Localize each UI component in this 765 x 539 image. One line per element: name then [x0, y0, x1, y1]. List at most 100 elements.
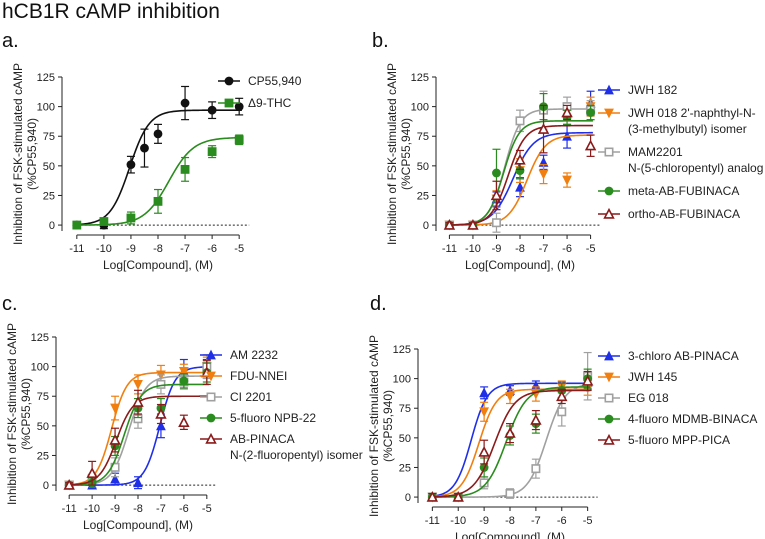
legend-item: meta-AB-FUBINACA: [598, 184, 739, 198]
data-point: [156, 420, 166, 431]
y-axis-title-units: (%CP55,940): [19, 378, 33, 450]
legend-item: ortho-AB-FUBINACA: [598, 207, 740, 221]
legend-marker: [206, 413, 216, 423]
data-point: [537, 123, 550, 134]
legend-label: JWH 182: [628, 83, 678, 97]
x-tick-label: -7: [156, 503, 166, 515]
y-axis-title: Inhibition of FSK-stimulated cAMP: [5, 323, 19, 505]
x-tick-label: -7: [180, 243, 190, 255]
legend-label: 4-fluoro MDMB-BINACA: [628, 412, 757, 426]
x-tick-label: -5: [583, 515, 593, 527]
data-point: [126, 213, 136, 223]
x-tick-label: -7: [539, 243, 549, 255]
legend-item: JWH 018 2'-naphthyl-N- (3-methylbutyl) is…: [598, 106, 756, 136]
legend-item: CP55,940: [218, 74, 302, 88]
y-tick-label: 50: [417, 161, 429, 173]
legend-label: ortho-AB-FUBINACA: [628, 207, 740, 221]
data-point: [153, 129, 163, 139]
legend-item: CI 2201: [200, 390, 272, 404]
x-tick-label: -10: [450, 515, 466, 527]
series-5-fluoro-mpp-pica: [426, 370, 594, 502]
data-point: [452, 490, 464, 502]
data-point: [515, 166, 525, 175]
x-axis-title: Log[Compound], (M): [465, 258, 575, 272]
legend-item: Δ9-THC: [218, 96, 292, 110]
x-tick-label: -10: [96, 243, 112, 255]
x-tick-label: -11: [442, 243, 457, 255]
data-point: [538, 169, 549, 180]
y-tick-label: 0: [43, 480, 49, 492]
y-tick-label: 25: [417, 190, 429, 202]
data-point: [133, 477, 143, 488]
legend-marker: [224, 98, 234, 108]
y-tick-label: 125: [37, 72, 55, 84]
legend-marker: [604, 350, 614, 361]
legend-marker: [206, 392, 216, 402]
x-tick-label: -10: [465, 243, 481, 255]
data-point: [180, 98, 190, 108]
y-axis-title-units: (%CP55,940): [399, 118, 413, 190]
data-point: [479, 407, 490, 418]
x-tick-label: -8: [133, 503, 143, 515]
y-tick-label: 125: [393, 344, 411, 356]
legend-marker: [604, 414, 614, 424]
x-tick-label: -7: [531, 515, 541, 527]
y-tick-label: 100: [31, 362, 49, 374]
data-point: [504, 426, 516, 438]
data-point: [86, 467, 98, 478]
data-point: [179, 376, 189, 386]
y-axis-title: Inhibition of FSK-stimulated cAMP: [11, 63, 25, 245]
data-point: [505, 391, 515, 402]
x-axis-title: Log[Compound], (M): [103, 258, 213, 272]
data-point: [561, 106, 573, 118]
y-tick-label: 50: [399, 433, 411, 445]
legend-item: JWH 182: [598, 83, 678, 97]
legend-label: AB-PINACA: [230, 432, 295, 446]
y-tick-label: 125: [411, 72, 429, 84]
y-tick-label: 75: [43, 131, 55, 143]
legend-label: EG 018: [628, 391, 669, 405]
y-axis-title: Inhibition of FSK-stimulated cAMP: [367, 335, 381, 517]
data-point: [178, 366, 189, 377]
legend-label: CP55,940: [248, 74, 302, 88]
data-point: [133, 379, 143, 390]
data-point: [584, 139, 597, 151]
chart-panel-a: a. 0 25 50 75 100 125 -11 -10 -9 -8 -7 -6 -5 Log[Compo…: [2, 30, 302, 272]
legend-item: MAM2201 N-(5-chloropentyl) analog: [598, 145, 763, 175]
y-axis-title: Inhibition of FSK-stimulated cAMP: [385, 63, 399, 245]
data-point: [207, 147, 217, 157]
panel-label: d.: [370, 293, 387, 315]
x-tick-label: -8: [153, 243, 163, 255]
chart-panel-c: c. 0 25 50 75 100 125 -11 -10 -9 -8 -7 -6 -5 Log[Compo…: [2, 293, 363, 532]
y-tick-label: 75: [417, 131, 429, 143]
legend-label: 5-fluoro MPP-PICA: [628, 433, 730, 447]
legend-item: AM 2232: [200, 348, 278, 362]
data-point: [426, 490, 439, 502]
data-point: [556, 390, 568, 402]
panel-label: a.: [2, 30, 19, 52]
x-tick-label: -5: [586, 243, 596, 255]
x-tick-label: -9: [492, 243, 502, 255]
x-tick-label: -6: [557, 515, 567, 527]
data-point: [505, 489, 515, 499]
x-tick-label: -11: [69, 243, 84, 255]
y-tick-label: 0: [49, 220, 55, 232]
legend-item: 5-fluoro MPP-PICA: [598, 433, 730, 447]
data-point: [110, 473, 120, 484]
legend-label: JWH 018 2'-naphthyl-N-: [628, 106, 756, 120]
legend-label: N-(2-fluoropentyl) isomer: [230, 448, 363, 462]
x-tick-label: -6: [179, 503, 189, 515]
data-point: [180, 165, 190, 174]
legend-marker: [604, 393, 614, 403]
legend-item: FDU-NNEI: [200, 369, 287, 383]
y-axis-title-units: (%CP55,940): [381, 390, 395, 462]
data-point: [178, 416, 190, 427]
legend-item: 3-chloro AB-PINACA: [598, 349, 739, 363]
y-tick-label: 50: [43, 161, 55, 173]
legend-label: N-(5-chloropentyl) analog: [628, 161, 763, 175]
data-point: [99, 217, 109, 226]
x-tick-label: -5: [202, 503, 212, 515]
legend-item: EG 018: [598, 391, 669, 405]
x-axis-title: Log[Compound], (M): [83, 518, 193, 532]
chart-panel-b: b. 0 25 50 75 100 125 -11 -10 -9 -8 -7 -6 -5 Log[Compo…: [372, 30, 763, 272]
